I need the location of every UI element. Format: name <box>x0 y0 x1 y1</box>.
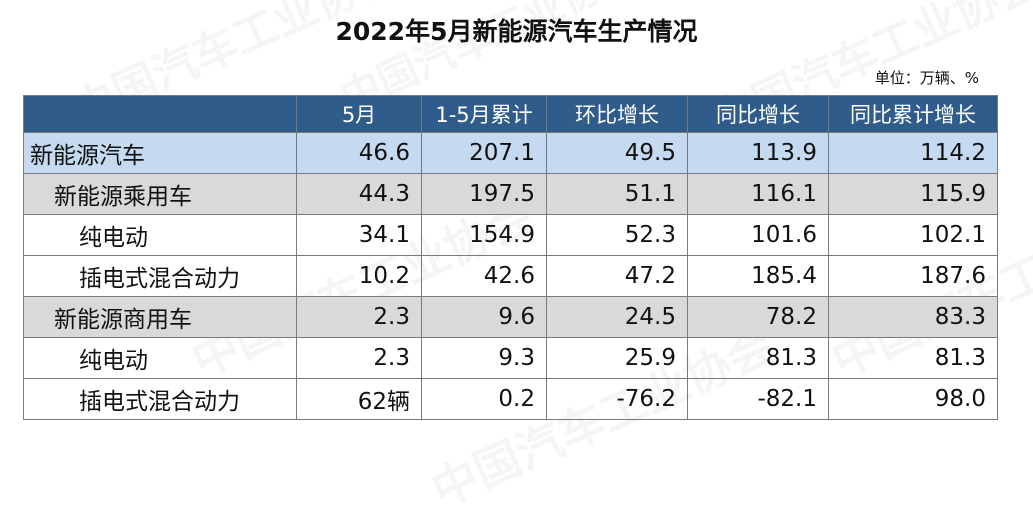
table-cell: 51.1 <box>546 173 688 215</box>
table-cell: 47.2 <box>546 255 688 297</box>
row-label: 插电式混合动力 <box>23 378 297 420</box>
table-cell: 81.3 <box>828 337 998 379</box>
table-cell: 44.3 <box>296 173 422 215</box>
production-table: 5月 1-5月累计 环比增长 同比增长 同比累计增长 新能源汽车 46.6 207.… <box>23 95 998 420</box>
table-cell: 46.6 <box>296 132 422 174</box>
table-cell: 25.9 <box>546 337 688 379</box>
table-cell: 62辆 <box>296 378 422 420</box>
table-cell: 98.0 <box>828 378 998 420</box>
table-row: 纯电动 2.3 9.3 25.9 81.3 81.3 <box>23 337 998 379</box>
row-label: 新能源商用车 <box>23 296 297 338</box>
table-cell: 9.3 <box>421 337 547 379</box>
column-header: 环比增长 <box>546 95 688 133</box>
table-cell: 34.1 <box>296 214 422 256</box>
table-row: 插电式混合动力 62辆 0.2 -76.2 -82.1 98.0 <box>23 378 998 420</box>
row-label: 纯电动 <box>23 214 297 256</box>
table-cell: 42.6 <box>421 255 547 297</box>
table-cell: 115.9 <box>828 173 998 215</box>
row-label: 新能源乘用车 <box>23 173 297 215</box>
table-row: 插电式混合动力 10.2 42.6 47.2 185.4 187.6 <box>23 255 998 297</box>
table-cell: 207.1 <box>421 132 547 174</box>
table-header-row: 5月 1-5月累计 环比增长 同比增长 同比累计增长 <box>23 95 998 133</box>
page-title: 2022年5月新能源汽车生产情况 <box>335 17 698 46</box>
row-label: 新能源汽车 <box>23 132 297 174</box>
column-header: 同比增长 <box>687 95 829 133</box>
table-cell: 114.2 <box>828 132 998 174</box>
table-row: 新能源汽车 46.6 207.1 49.5 113.9 114.2 <box>23 132 998 174</box>
table-row: 新能源乘用车 44.3 197.5 51.1 116.1 115.9 <box>23 173 998 215</box>
table-cell: 113.9 <box>687 132 829 174</box>
column-header: 5月 <box>296 95 422 133</box>
table-cell: -76.2 <box>546 378 688 420</box>
table-row: 纯电动 34.1 154.9 52.3 101.6 102.1 <box>23 214 998 256</box>
table-cell: 10.2 <box>296 255 422 297</box>
table-cell: 185.4 <box>687 255 829 297</box>
table-cell: 24.5 <box>546 296 688 338</box>
table-cell: 102.1 <box>828 214 998 256</box>
column-header: 同比累计增长 <box>828 95 998 133</box>
table-cell: 52.3 <box>546 214 688 256</box>
table-cell: 197.5 <box>421 173 547 215</box>
table-cell: 49.5 <box>546 132 688 174</box>
table-cell: 9.6 <box>421 296 547 338</box>
table-cell: 2.3 <box>296 296 422 338</box>
row-label: 插电式混合动力 <box>23 255 297 297</box>
unit-note: 单位：万辆、% <box>874 69 979 87</box>
table-cell: 187.6 <box>828 255 998 297</box>
column-header: 1-5月累计 <box>421 95 547 133</box>
table-cell: 81.3 <box>687 337 829 379</box>
table-row: 新能源商用车 2.3 9.6 24.5 78.2 83.3 <box>23 296 998 338</box>
table-cell: 2.3 <box>296 337 422 379</box>
column-header <box>23 95 297 133</box>
table-cell: 154.9 <box>421 214 547 256</box>
table-cell: 0.2 <box>421 378 547 420</box>
table-cell: 83.3 <box>828 296 998 338</box>
table-cell: 116.1 <box>687 173 829 215</box>
row-label: 纯电动 <box>23 337 297 379</box>
table-cell: -82.1 <box>687 378 829 420</box>
table-cell: 101.6 <box>687 214 829 256</box>
table-cell: 78.2 <box>687 296 829 338</box>
